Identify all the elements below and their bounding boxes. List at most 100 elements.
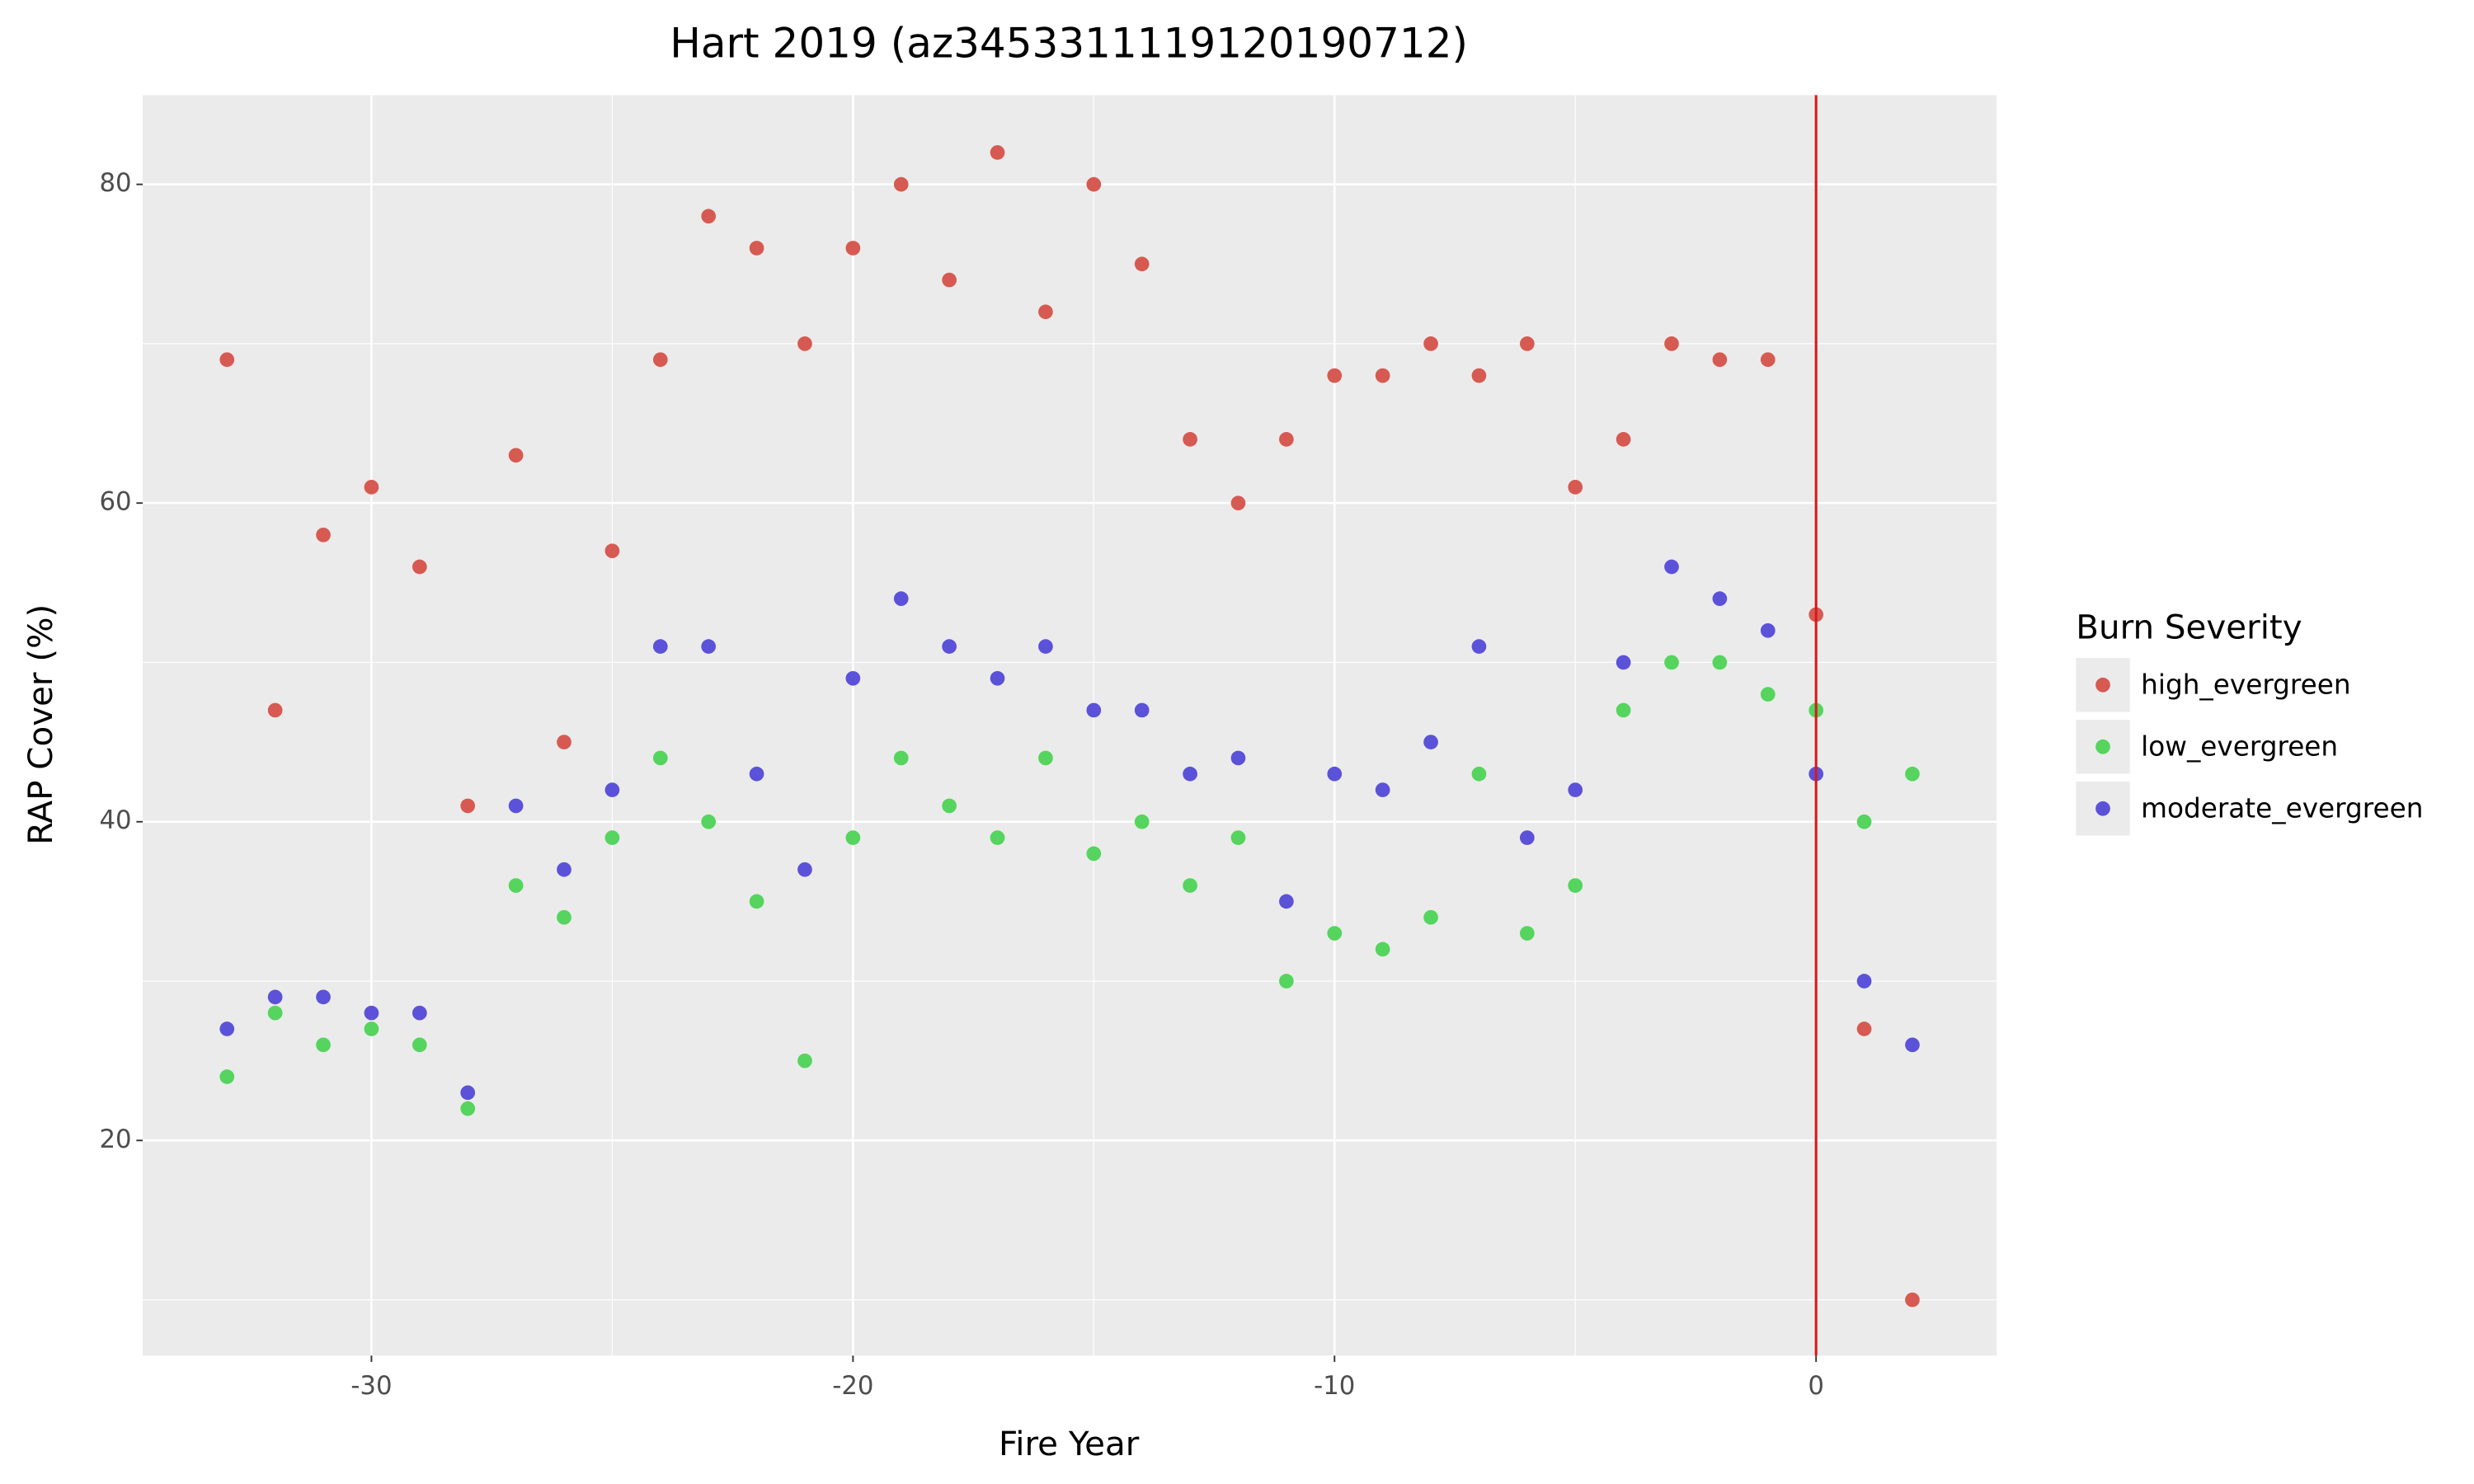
point xyxy=(412,1037,427,1053)
point xyxy=(1760,622,1776,638)
point xyxy=(1519,830,1535,845)
point xyxy=(1712,591,1728,606)
point xyxy=(1471,368,1487,383)
point xyxy=(990,830,1005,845)
point xyxy=(557,862,571,877)
point xyxy=(845,241,861,256)
point xyxy=(604,782,620,797)
y-tick-label: 80 xyxy=(99,168,131,198)
legend-label: moderate_evergreen xyxy=(2141,793,2423,824)
point xyxy=(364,480,379,495)
point xyxy=(1230,750,1246,766)
point xyxy=(1664,336,1679,351)
point xyxy=(1183,766,1197,782)
point xyxy=(1519,926,1535,941)
point xyxy=(701,209,717,224)
point xyxy=(652,352,668,368)
y-tick-label: 60 xyxy=(99,487,131,517)
point xyxy=(845,670,861,686)
point xyxy=(1568,782,1583,797)
point xyxy=(797,862,812,877)
point xyxy=(1375,942,1390,957)
point xyxy=(1375,782,1390,797)
point xyxy=(1905,1037,1920,1053)
point xyxy=(267,989,283,1005)
point xyxy=(219,1021,235,1036)
point xyxy=(797,336,812,351)
point xyxy=(652,639,668,654)
point xyxy=(316,527,331,542)
point xyxy=(942,272,957,288)
point xyxy=(316,989,331,1005)
point xyxy=(364,1021,379,1036)
legend-marker xyxy=(2095,801,2110,816)
point xyxy=(942,639,957,654)
point xyxy=(1856,1021,1872,1036)
point xyxy=(1616,432,1631,447)
y-tick-label: 20 xyxy=(99,1125,131,1154)
point xyxy=(460,1101,476,1116)
x-tick-label: -20 xyxy=(832,1371,873,1401)
legend-label: high_evergreen xyxy=(2141,669,2350,701)
point xyxy=(1230,495,1246,511)
point xyxy=(1664,559,1679,575)
point xyxy=(412,1005,427,1021)
point xyxy=(749,766,764,782)
point xyxy=(1038,304,1053,320)
point xyxy=(990,145,1005,160)
point xyxy=(1279,894,1294,909)
point xyxy=(1568,480,1583,495)
point xyxy=(1375,368,1390,383)
point xyxy=(604,543,620,559)
point xyxy=(893,750,909,766)
point xyxy=(1471,639,1487,654)
point xyxy=(1086,846,1102,862)
point xyxy=(1471,766,1487,782)
point xyxy=(1038,750,1053,766)
point xyxy=(460,798,476,814)
legend-marker xyxy=(2095,677,2110,693)
legend-title: Burn Severity xyxy=(2076,608,2302,646)
point xyxy=(460,1085,476,1101)
point xyxy=(316,1037,331,1053)
point xyxy=(893,176,909,192)
chart-title: Hart 2019 (az3453311119120190712) xyxy=(670,19,1468,67)
point xyxy=(1856,814,1872,829)
point xyxy=(219,1069,235,1084)
point xyxy=(1279,432,1294,447)
point xyxy=(1134,814,1150,829)
point xyxy=(364,1005,379,1021)
point xyxy=(1038,639,1053,654)
point xyxy=(1327,766,1343,782)
point xyxy=(1423,336,1438,351)
point xyxy=(652,750,668,766)
point xyxy=(1134,256,1150,272)
point xyxy=(1183,878,1197,893)
point xyxy=(508,798,524,814)
point xyxy=(1616,655,1631,670)
point xyxy=(990,670,1005,686)
point xyxy=(412,559,427,575)
point xyxy=(1423,909,1438,925)
point xyxy=(1712,655,1728,670)
point xyxy=(1327,926,1343,941)
point xyxy=(1760,352,1776,368)
x-tick-label: -30 xyxy=(350,1371,392,1401)
point xyxy=(1760,687,1776,702)
point xyxy=(1568,878,1583,893)
point xyxy=(267,702,283,718)
point xyxy=(1905,766,1920,782)
point xyxy=(1664,655,1679,670)
legend-label: low_evergreen xyxy=(2141,731,2338,763)
point xyxy=(1423,735,1438,749)
point xyxy=(508,878,524,893)
point xyxy=(1327,368,1343,383)
point xyxy=(267,1005,283,1021)
point xyxy=(942,798,957,814)
x-axis-label: Fire Year xyxy=(999,1425,1140,1463)
y-axis-label: RAP Cover (%) xyxy=(21,604,60,845)
y-tick-label: 40 xyxy=(99,805,131,835)
point xyxy=(604,830,620,845)
point xyxy=(845,830,861,845)
